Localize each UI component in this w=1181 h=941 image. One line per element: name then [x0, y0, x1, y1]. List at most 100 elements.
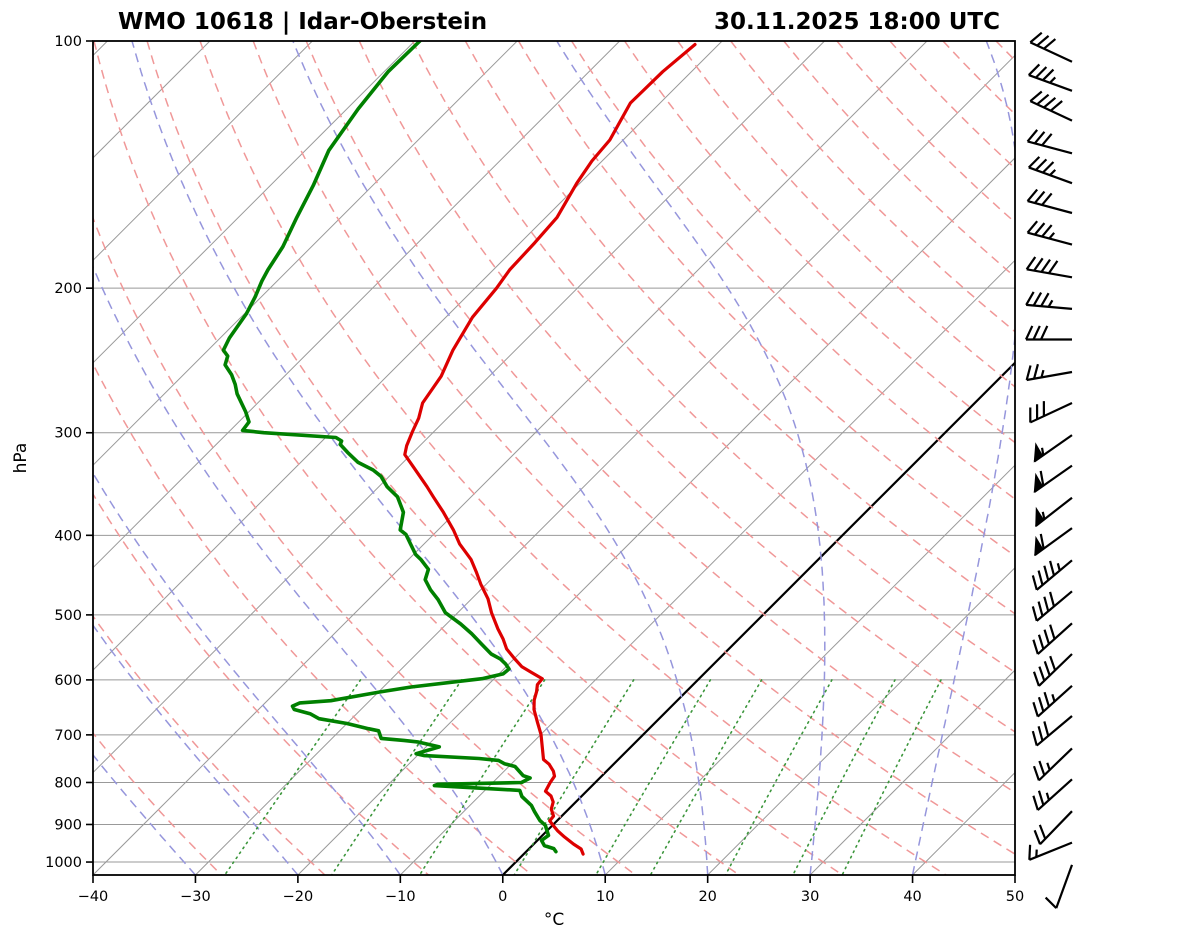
isotherm-gridline [297, 157, 1015, 875]
temperature-tick-label: 50 [1006, 889, 1024, 905]
pressure-tick-label: 100 [54, 34, 82, 50]
temperature-tick-label: 40 [903, 889, 921, 905]
wind-barb [1034, 527, 1073, 557]
dry-adiabat [411, 41, 1015, 674]
isotherm-gridline [93, 41, 416, 364]
dry-adiabat [93, 614, 326, 875]
wind-barb [1033, 464, 1073, 494]
plot-background [0, 41, 1015, 875]
wind-barb [1025, 256, 1073, 279]
pressure-tick-label: 900 [54, 817, 82, 833]
moist-adiabat [292, 41, 709, 875]
wind-barb [1032, 684, 1073, 718]
dry-adiabat [942, 41, 1015, 116]
chart-title-station: WMO 10618 | Idar-Oberstein [118, 9, 487, 35]
temperature-tick-label: 30 [801, 889, 819, 905]
plot-frame [92, 40, 1016, 876]
temperature-tick-label: −30 [180, 889, 211, 905]
temperature-curve [403, 42, 697, 856]
wind-barb [1026, 188, 1073, 215]
pressure-tick-label: 500 [54, 608, 82, 624]
isotherm-gridline [195, 54, 1015, 875]
moist-adiabat [93, 471, 401, 875]
dry-adiabat [93, 732, 222, 875]
wind-barb [1029, 401, 1073, 424]
moist-adiabat [911, 41, 1015, 875]
mixing-ratio-line [724, 679, 833, 875]
wind-barb [1032, 653, 1073, 687]
sounding-curves [221, 41, 697, 856]
isotherm-gridline [93, 41, 928, 875]
temperature-tick-label: −40 [78, 889, 109, 905]
temperature-tick-label: 0 [498, 889, 507, 905]
temperature-tick-label: −20 [283, 889, 314, 905]
dry-adiabat [252, 41, 1015, 855]
wind-barb [1027, 63, 1073, 92]
wind-barb-column [1025, 31, 1074, 909]
chart-title-valid-time: 30.11.2025 18:00 UTC [714, 9, 1000, 35]
wind-barb [1032, 747, 1073, 782]
dry-adiabat [305, 41, 1015, 794]
dewpoint-curve [221, 41, 558, 854]
moist-adiabat [131, 41, 606, 875]
pressure-tick-label: 800 [54, 775, 82, 791]
dry-adiabat [146, 41, 843, 875]
moist-adiabat [93, 624, 299, 875]
wind-barb [1031, 559, 1073, 591]
isotherm-gridline [0, 41, 5, 875]
wind-barb [1027, 156, 1073, 185]
moist-adiabat [93, 265, 504, 875]
dry-adiabat [464, 41, 1015, 615]
pressure-tick-label: 200 [54, 281, 82, 297]
zero-isotherm-line [501, 361, 1015, 875]
wind-barb [1033, 434, 1073, 463]
dry-adiabat [93, 492, 429, 875]
mixing-ratio-line [792, 679, 896, 875]
dry-adiabat [517, 41, 1015, 557]
isotherm-gridline [912, 771, 1015, 875]
moist-adiabat [556, 41, 826, 875]
dry-adiabat [730, 41, 1015, 333]
pressure-tick-label: 300 [54, 426, 82, 442]
dry-adiabat [783, 41, 1015, 278]
dry-adiabat [995, 41, 1015, 62]
wind-barb [1044, 864, 1074, 909]
isotherm-gridline [399, 259, 1015, 875]
y-axis-label: hPa [11, 443, 31, 474]
wind-barb [1032, 622, 1073, 655]
dry-adiabat [199, 41, 947, 875]
isotherm-gridline [93, 41, 313, 262]
pressure-tick-label: 400 [54, 528, 82, 544]
isotherm-gridline [93, 41, 723, 671]
isotherm-gridline [93, 41, 825, 774]
pressure-tick-label: 700 [54, 728, 82, 744]
x-axis-label: °C [544, 910, 564, 930]
dry-adiabat [570, 41, 1015, 500]
mixing-ratio-line [330, 679, 463, 875]
mixing-ratio-line [595, 679, 712, 875]
dry-adiabat [93, 216, 636, 875]
pressure-tick-label: 600 [54, 673, 82, 689]
mixing-ratio-line [841, 679, 942, 875]
wind-barb [1028, 841, 1073, 861]
wind-barb [1025, 291, 1073, 310]
isotherm-gridline [604, 464, 1015, 875]
wind-barb [1033, 810, 1073, 846]
wind-barb [1026, 220, 1073, 246]
temperature-tick-label: −10 [385, 889, 416, 905]
wind-barb [1026, 129, 1073, 155]
pressure-tick-label: 1000 [45, 855, 82, 871]
isotherm-gridline [809, 669, 1015, 875]
dry-adiabat [677, 41, 1015, 388]
temperature-tick-label: 10 [596, 889, 614, 905]
dry-adiabat [623, 41, 1015, 444]
wind-barb [1031, 715, 1073, 747]
dry-adiabat [836, 41, 1015, 224]
isotherm-gridline [93, 41, 518, 466]
dry-adiabat [93, 41, 740, 875]
mixing-ratio-line [649, 679, 763, 875]
temperature-tick-label: 20 [698, 889, 716, 905]
